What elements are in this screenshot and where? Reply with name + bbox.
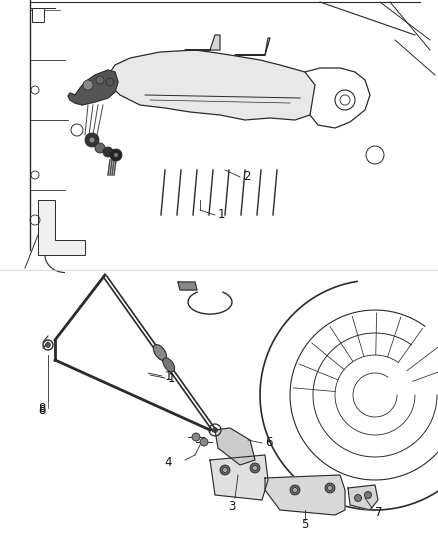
Circle shape	[89, 137, 95, 143]
Circle shape	[95, 143, 105, 153]
Text: 8: 8	[38, 401, 46, 415]
Text: 1: 1	[168, 372, 176, 384]
Circle shape	[83, 80, 93, 90]
Circle shape	[212, 427, 218, 432]
Circle shape	[354, 495, 361, 502]
Bar	[32, 8, 44, 22]
Polygon shape	[178, 282, 197, 290]
Polygon shape	[210, 455, 268, 500]
Polygon shape	[235, 38, 270, 55]
Polygon shape	[105, 50, 315, 120]
Circle shape	[290, 485, 300, 495]
Circle shape	[110, 149, 122, 161]
Circle shape	[192, 433, 200, 441]
Circle shape	[85, 133, 99, 147]
Circle shape	[220, 465, 230, 475]
Text: 1: 1	[218, 208, 226, 222]
Text: 7: 7	[375, 505, 382, 519]
Circle shape	[113, 152, 119, 157]
Circle shape	[325, 483, 335, 493]
Circle shape	[293, 488, 297, 492]
Bar	[0, 270, 438, 533]
Circle shape	[252, 465, 258, 471]
Circle shape	[223, 467, 227, 472]
Circle shape	[106, 78, 114, 86]
Text: 6: 6	[265, 437, 272, 449]
Text: 1: 1	[165, 369, 173, 383]
Polygon shape	[265, 475, 345, 515]
Polygon shape	[38, 200, 85, 255]
Polygon shape	[215, 428, 255, 465]
Circle shape	[46, 343, 50, 348]
Text: 3: 3	[228, 500, 236, 513]
Circle shape	[200, 438, 208, 446]
Text: 8: 8	[38, 403, 46, 416]
Bar	[0, 0, 438, 270]
Circle shape	[328, 486, 332, 490]
Polygon shape	[348, 485, 378, 510]
Ellipse shape	[163, 358, 175, 372]
Text: 2: 2	[243, 171, 251, 183]
Text: 5: 5	[301, 518, 309, 530]
Ellipse shape	[153, 345, 166, 360]
Polygon shape	[68, 70, 118, 105]
Circle shape	[250, 463, 260, 473]
Circle shape	[103, 147, 113, 157]
Polygon shape	[185, 35, 220, 50]
Text: 4: 4	[165, 456, 172, 469]
Circle shape	[364, 491, 371, 498]
Circle shape	[96, 76, 104, 84]
